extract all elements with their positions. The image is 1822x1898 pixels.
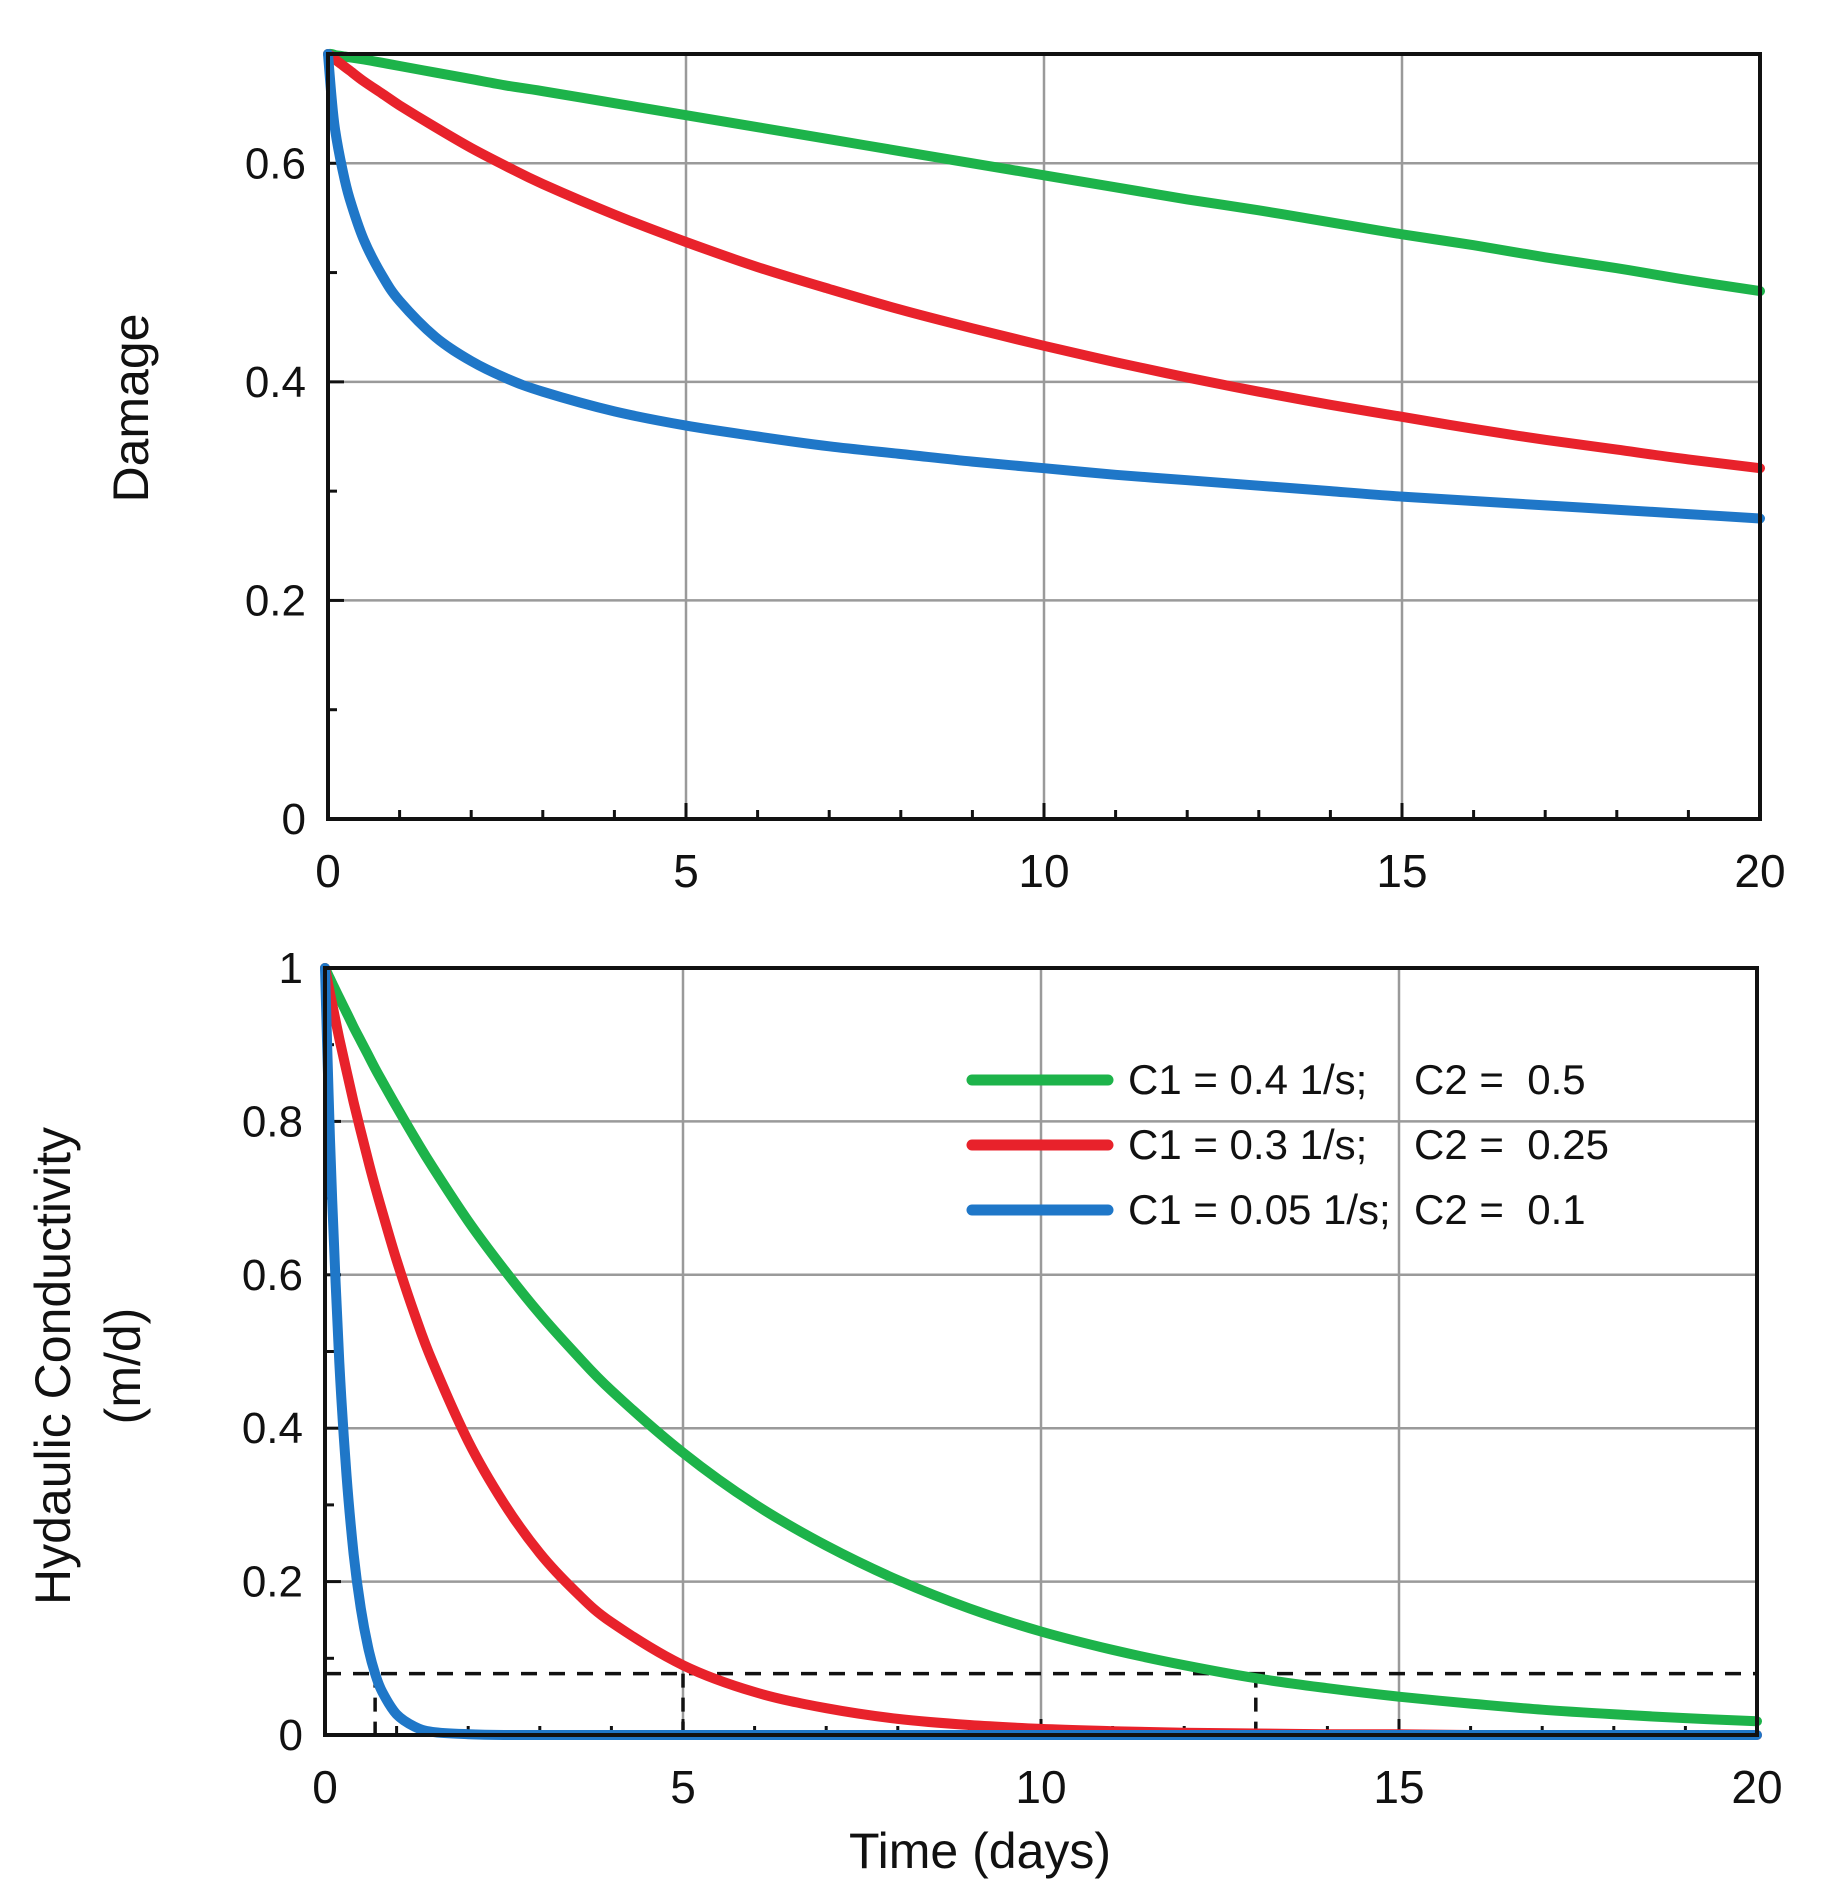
- legend: C1 = 0.4 1/s; C2 = 0.5 C1 = 0.3 1/s; C2 …: [966, 1056, 1609, 1233]
- conductivity-xtick-label-20: 20: [1731, 1761, 1782, 1813]
- conductivity-y-axis-units: (m/d): [95, 1308, 151, 1425]
- damage-tick-labels: 0 5 10 15 20 0 0.2 0.4 0.6: [245, 139, 1786, 897]
- legend-label-green: C1 = 0.4 1/s; C2 = 0.5: [1128, 1056, 1586, 1103]
- conductivity-xtick-label-15: 15: [1373, 1761, 1424, 1813]
- damage-xtick-label-0: 0: [315, 845, 341, 897]
- damage-ytick-label-0-6: 0.6: [245, 139, 306, 188]
- conductivity-xtick-label-10: 10: [1015, 1761, 1066, 1813]
- damage-tick-marks: [326, 52, 1762, 821]
- damage-xtick-label-5: 5: [673, 845, 699, 897]
- conductivity-xtick-label-5: 5: [670, 1761, 696, 1813]
- conductivity-plot-frame: [323, 966, 1759, 1737]
- damage-y-axis-title: Damage: [103, 314, 159, 503]
- conductivity-xtick-label-0: 0: [312, 1761, 338, 1813]
- conductivity-y-axis-title: Hydaulic Conductivity: [25, 1127, 81, 1605]
- conductivity-panel: 0 5 10 15 20 0 0.2 0.4 0.6 0.8 1 Hydaulic Conducti…: [25, 944, 1783, 1879]
- damage-plot-frame: [326, 52, 1762, 821]
- conductivity-ytick-label-0-2: 0.2: [242, 1558, 303, 1607]
- damage-series-line-red: [323, 49, 1765, 474]
- conductivity-ytick-label-0-6: 0.6: [242, 1251, 303, 1300]
- damage-xtick-label-10: 10: [1018, 845, 1069, 897]
- damage-ytick-label-0-4: 0.4: [245, 358, 306, 407]
- conductivity-tick-labels: 0 5 10 15 20 0 0.2 0.4 0.6 0.8 1: [242, 944, 1783, 1813]
- damage-series: [323, 48, 1765, 524]
- legend-label-red: C1 = 0.3 1/s; C2 = 0.25: [1128, 1121, 1609, 1168]
- damage-xtick-label-15: 15: [1376, 845, 1427, 897]
- damage-xtick-label-20: 20: [1734, 845, 1785, 897]
- damage-series-line-green: [323, 48, 1765, 297]
- damage-ytick-label-0-2: 0.2: [245, 576, 306, 625]
- conductivity-ytick-label-0-4: 0.4: [242, 1404, 303, 1453]
- conductivity-grid: [325, 968, 1757, 1735]
- damage-panel: 0 5 10 15 20 0 0.2 0.4 0.6 Damage: [103, 48, 1786, 897]
- conductivity-ytick-label-0: 0: [279, 1711, 303, 1760]
- conductivity-ytick-label-1: 1: [279, 944, 303, 993]
- conductivity-ytick-label-0-8: 0.8: [242, 1097, 303, 1146]
- conductivity-series-line-green: [320, 963, 1762, 1727]
- damage-ytick-label-0: 0: [282, 795, 306, 844]
- x-axis-title: Time (days): [849, 1823, 1111, 1879]
- legend-label-blue: C1 = 0.05 1/s; C2 = 0.1: [1128, 1186, 1586, 1233]
- damage-series-line-blue: [323, 49, 1765, 524]
- damage-grid: [328, 54, 1760, 819]
